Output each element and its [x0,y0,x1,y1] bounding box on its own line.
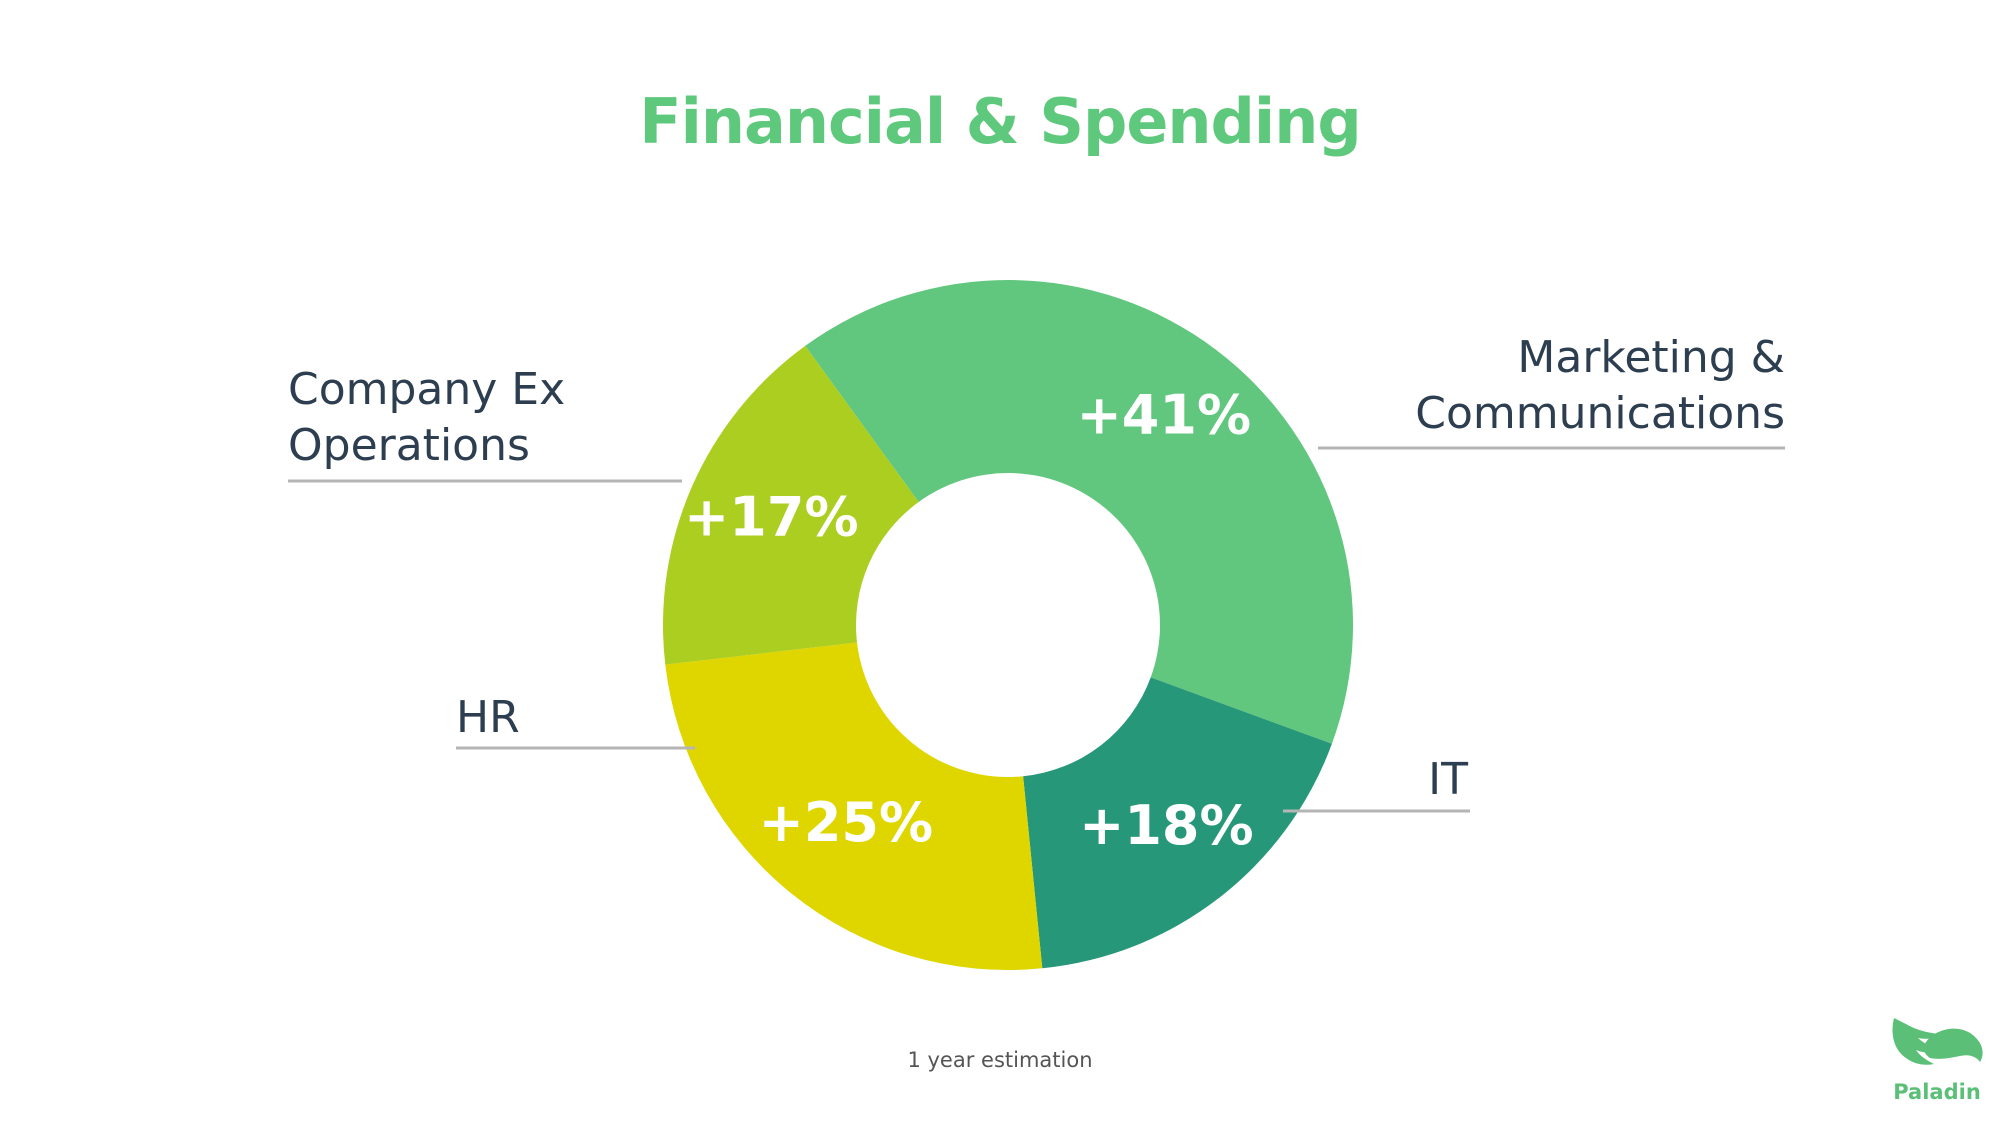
slice-it [1023,677,1332,969]
page-title: Financial & Spending [639,85,1361,158]
category-label-hr: HR [456,690,520,746]
value-label-hr: +25% [759,791,934,854]
category-label-line: IT [1428,754,1468,805]
category-label-line: Communications [1415,388,1785,439]
paladin-logo-icon [1892,1018,1983,1065]
category-label-marketing: Marketing & Communications [1415,330,1785,442]
slice-company-ex-operations [663,345,919,665]
footnote: 1 year estimation [907,1048,1093,1072]
category-label-line: Marketing & [1517,332,1785,383]
category-label-line: Company Ex [288,364,566,415]
category-label-line: Operations [288,420,530,471]
brand-name: Paladin [1893,1080,1981,1104]
slice-marketing [805,279,1354,744]
value-label-marketing: +41% [1077,383,1252,446]
value-label-company-ex-operations: +17% [684,486,859,549]
value-label-it: +18% [1079,794,1254,857]
category-label-line: HR [456,692,520,743]
category-label-it: IT [1428,752,1468,808]
category-label-company-ex-operations: Company Ex Operations [288,362,565,474]
slice-hr [665,642,1043,971]
